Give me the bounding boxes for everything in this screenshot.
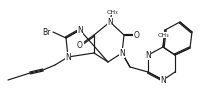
Text: N: N (65, 52, 71, 61)
Text: O: O (134, 30, 140, 39)
Text: N: N (119, 49, 125, 58)
Text: N: N (160, 75, 166, 84)
Text: N: N (77, 26, 83, 35)
Text: Br: Br (43, 28, 51, 37)
Text: CH₃: CH₃ (157, 32, 169, 38)
Text: O: O (77, 40, 83, 50)
Text: N: N (145, 50, 151, 60)
Text: CH₃: CH₃ (106, 9, 118, 15)
Text: N: N (107, 17, 113, 27)
